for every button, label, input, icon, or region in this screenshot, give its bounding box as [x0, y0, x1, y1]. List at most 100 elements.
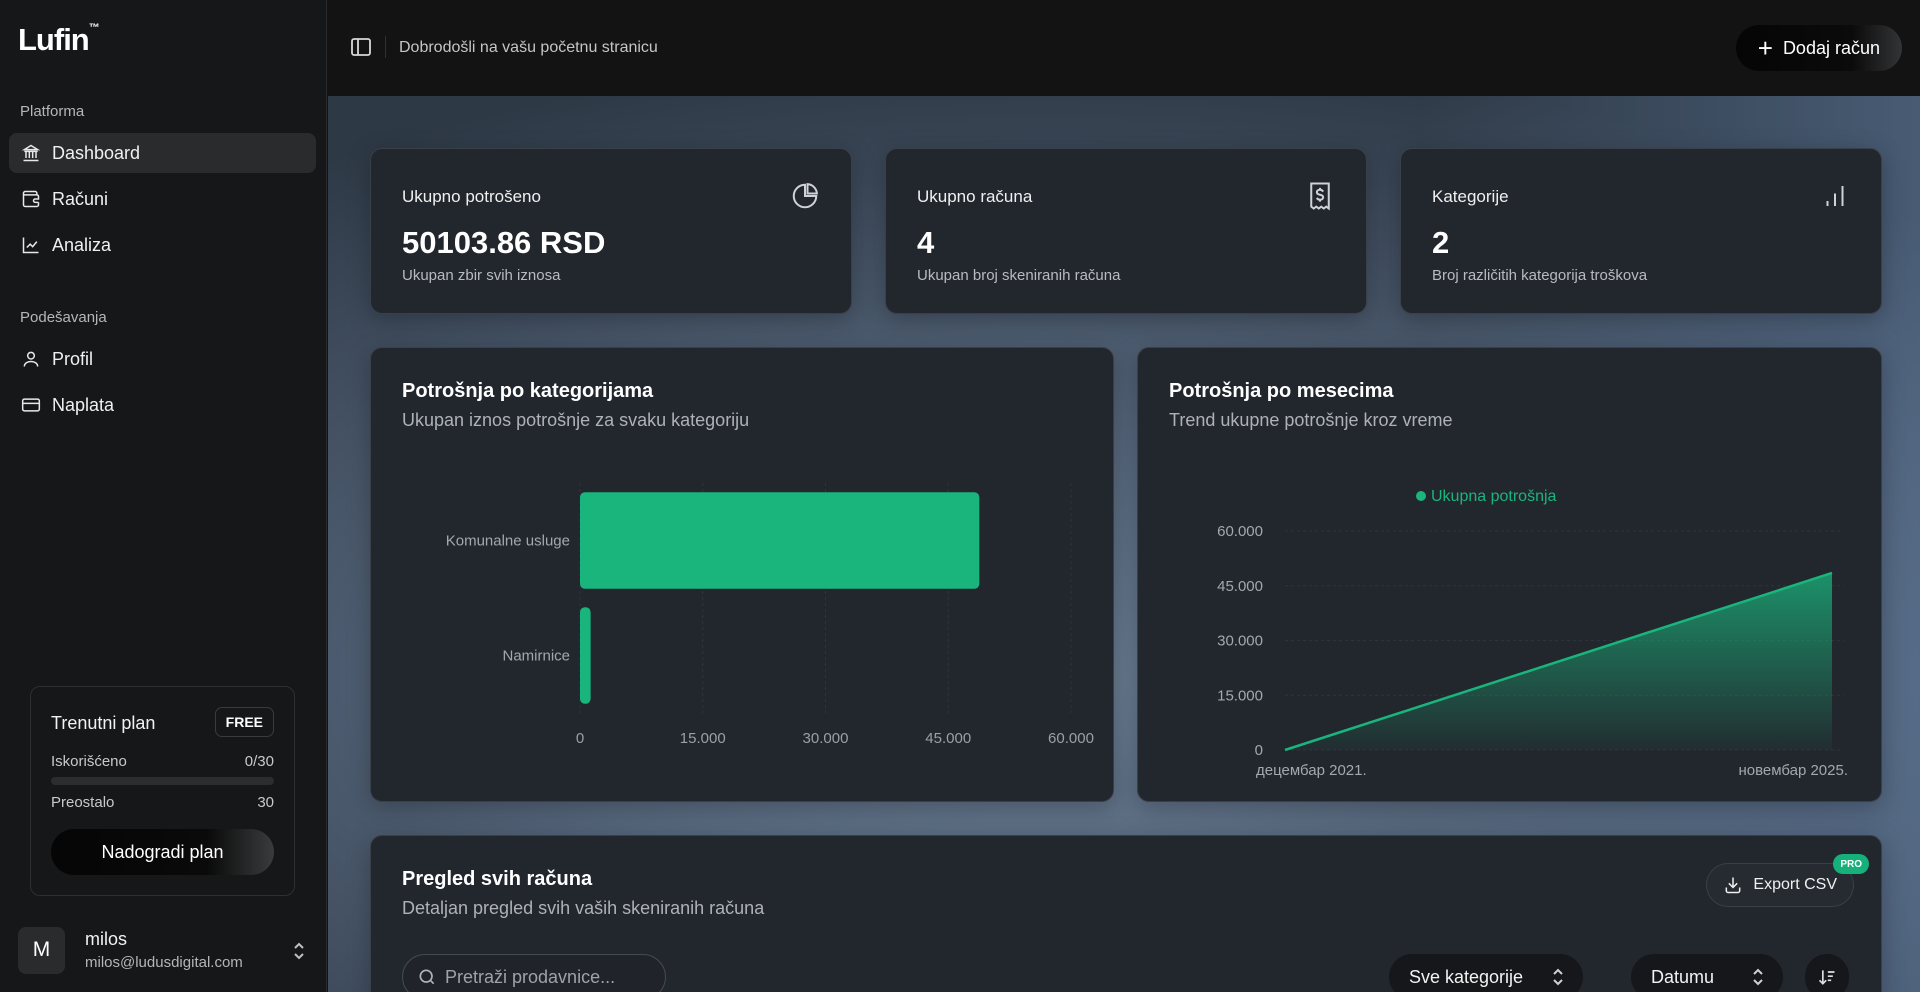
x-tick-label: 30.000: [803, 730, 849, 747]
pro-badge: PRO: [1833, 854, 1869, 874]
y-tick-label: 45.000: [1217, 578, 1263, 595]
stat-value: 4: [917, 225, 935, 260]
x-tick-label: 15.000: [680, 730, 726, 747]
y-tick-label: 30.000: [1217, 633, 1263, 650]
stat-sub: Broj različitih kategorija troškova: [1432, 267, 1648, 284]
stat-label: Ukupno računa: [917, 187, 1033, 206]
header-welcome-text: Dobrodošli na vašu početnu stranicu: [399, 39, 658, 56]
category-bar-chart: 0 15.000 30.000 45.000 60.000 Komunalne uslug…: [446, 483, 1094, 747]
legend-label: Ukupna potrošnja: [1431, 488, 1557, 505]
sidebar: Lufin™ Platforma Dashboard Računi Analiz…: [0, 0, 327, 992]
x-tick-label: 0: [576, 730, 584, 747]
area-line: [1284, 571, 1833, 752]
sidebar-item-label: Naplata: [52, 394, 115, 415]
card-title: Potrošnja po kategorijama: [402, 380, 654, 402]
category-label: Komunalne usluge: [446, 533, 570, 550]
bar: [580, 607, 591, 704]
monthly-chart-card: Potrošnja po mesecima Trend ukupne potro…: [1137, 347, 1882, 802]
y-tick-label: 0: [1255, 742, 1263, 759]
x-tick-label: новембар 2025.: [1738, 762, 1848, 779]
card-subtitle: Detaljan pregled svih vaših skeniranih r…: [402, 898, 765, 918]
chevron-up-down-icon[interactable]: [290, 940, 308, 962]
area-fill: [1285, 572, 1832, 750]
user-name: milos: [85, 929, 128, 949]
header-divider: [385, 36, 386, 58]
top-header: Dobrodošli na vašu početnu stranicu + Do…: [328, 0, 1920, 96]
app-logo[interactable]: Lufin™: [18, 21, 100, 57]
pie-chart-icon: [792, 183, 818, 209]
category-chart-card: Potrošnja po kategorijama Ukupan iznos p…: [370, 347, 1114, 802]
card-subtitle: Ukupan iznos potrošnje za svaku kategori…: [402, 410, 750, 430]
bar: [580, 492, 980, 589]
add-receipt-label: Dodaj račun: [1782, 37, 1880, 58]
stat-value: 50103.86 RSD: [402, 225, 606, 260]
avatar: M: [18, 926, 65, 974]
plan-remaining-row: Preostalo 30: [51, 794, 274, 811]
chevron-up-down-icon: [1753, 968, 1763, 986]
stat-card-total-spent: Ukupno potrošeno 50103.86 RSD Ukupan zbi…: [370, 148, 852, 314]
x-tick-label: 60.000: [1048, 730, 1094, 747]
chevron-up-down-icon: [1553, 968, 1563, 986]
y-tick-label: 60.000: [1217, 523, 1263, 540]
plan-badge: FREE: [214, 707, 274, 737]
plan-card: Trenutni plan FREE Iskorišćeno 0/30 Preo…: [30, 686, 295, 896]
sidebar-item-profil[interactable]: Profil: [9, 339, 316, 379]
sidebar-item-racuni[interactable]: Računi: [9, 179, 316, 219]
line-chart-icon: [22, 237, 39, 254]
sort-select-value: Datumu: [1651, 966, 1715, 987]
sidebar-toggle-icon[interactable]: [350, 36, 372, 58]
credit-card-icon: [21, 398, 41, 412]
category-select[interactable]: Sve kategorije: [1389, 954, 1583, 992]
x-tick-label: 45.000: [925, 730, 971, 747]
sidebar-item-dashboard[interactable]: Dashboard: [9, 133, 316, 173]
sidebar-item-label: Analiza: [52, 234, 112, 255]
upgrade-plan-button[interactable]: Nadogradi plan: [51, 829, 274, 875]
sort-descending-icon: [1818, 970, 1835, 985]
stat-sub: Ukupan broj skeniranih računa: [917, 267, 1121, 284]
user-email: milos@ludusdigital.com: [85, 954, 243, 971]
bank-icon: [21, 144, 41, 162]
export-csv-label: Export CSV: [1753, 876, 1837, 893]
sidebar-item-analiza[interactable]: Analiza: [9, 225, 316, 265]
card-title: Pregled svih računa: [402, 868, 593, 890]
x-tick-label: децембар 2021.: [1256, 762, 1367, 779]
plan-remaining-value: 30: [257, 794, 274, 811]
stat-label: Kategorije: [1432, 187, 1509, 206]
wallet-icon: [22, 190, 40, 208]
sidebar-item-label: Računi: [52, 188, 109, 209]
monthly-area-chart: 0 15.000 30.000 45.000 60.000 децембар 2021. н…: [1217, 488, 1848, 779]
plan-used-label: Iskorišćeno: [51, 753, 127, 770]
sort-select[interactable]: Datumu: [1631, 954, 1783, 992]
user-menu[interactable]: M milos milos@ludusdigital.com: [18, 925, 308, 975]
sidebar-item-naplata[interactable]: Naplata: [9, 385, 316, 425]
search-input[interactable]: [445, 966, 645, 988]
plan-used-value: 0/30: [244, 753, 274, 770]
plan-used-row: Iskorišćeno 0/30: [51, 753, 274, 770]
receipts-table-card: Pregled svih računa Detaljan pregled svi…: [370, 835, 1882, 992]
category-label: Namirnice: [502, 648, 570, 665]
search-field[interactable]: [402, 954, 666, 992]
plus-icon: +: [1757, 33, 1773, 63]
plan-remaining-label: Preostalo: [51, 794, 115, 811]
bar-chart-icon: [1826, 186, 1844, 206]
category-select-value: Sve kategorije: [1409, 966, 1524, 987]
legend-marker: [1416, 491, 1426, 501]
main-content: Ukupno potrošeno 50103.86 RSD Ukupan zbi…: [328, 96, 1920, 992]
stat-value: 2: [1432, 225, 1450, 260]
sidebar-item-label: Profil: [52, 348, 94, 369]
plan-usage-bar: [51, 777, 274, 785]
sidebar-item-label: Dashboard: [52, 142, 141, 163]
export-csv-button[interactable]: Export CSV: [1706, 863, 1854, 907]
stat-sub: Ukupan zbir svih iznosa: [402, 267, 561, 284]
download-icon: [1725, 877, 1741, 894]
stat-card-total-receipts: Ukupno računa 4 Ukupan broj skeniranih r…: [885, 148, 1367, 314]
card-subtitle: Trend ukupne potrošnje kroz vreme: [1169, 410, 1453, 430]
sort-direction-button[interactable]: [1805, 954, 1849, 992]
search-icon: [419, 969, 435, 985]
stat-card-categories: Kategorije 2 Broj različitih kategorija …: [1400, 148, 1882, 314]
nav-section-platform: Platforma: [20, 103, 85, 120]
nav-section-settings: Podešavanja: [20, 309, 107, 326]
stat-label: Ukupno potrošeno: [402, 187, 541, 206]
user-icon: [23, 351, 39, 367]
add-receipt-button[interactable]: + Dodaj račun: [1735, 25, 1902, 71]
